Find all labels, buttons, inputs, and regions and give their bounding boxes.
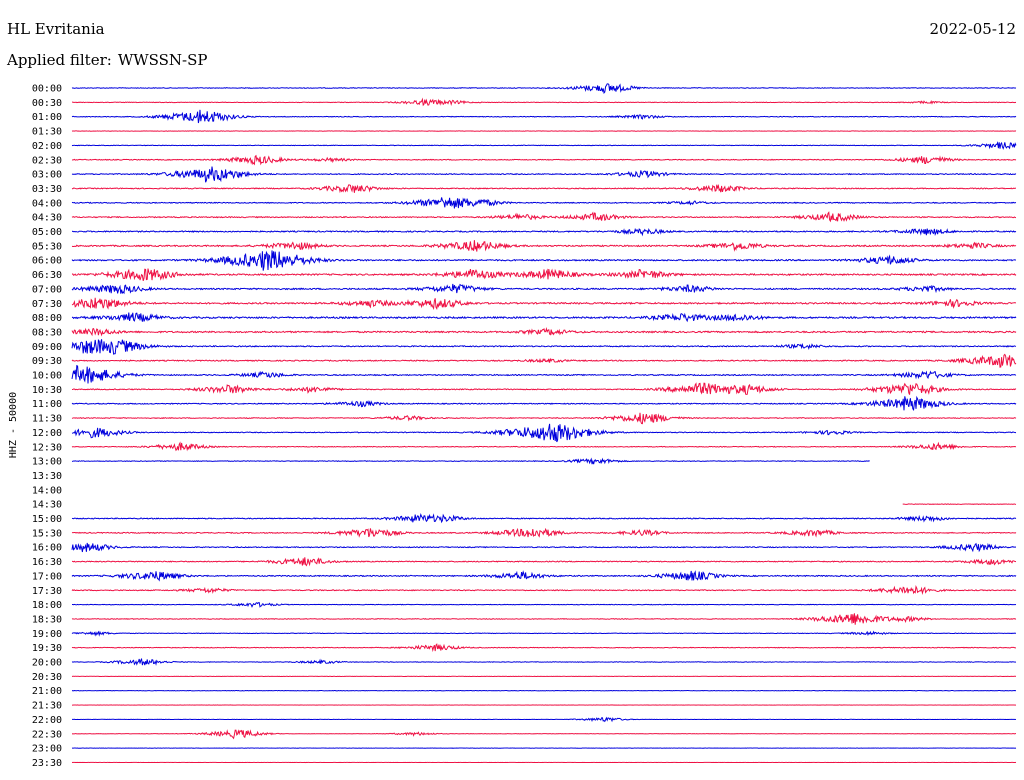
filter-label: Applied filter: (7, 51, 112, 69)
row-time-label: 13:30 (32, 471, 62, 482)
row-time-label: 18:30 (32, 614, 62, 625)
trace-line (71, 339, 1017, 355)
trace-line (71, 441, 1017, 452)
row-time-label: 17:00 (32, 571, 62, 582)
trace-line (71, 527, 1017, 538)
record-date: 2022-05-12 (929, 20, 1016, 38)
row-time-label: 19:00 (32, 629, 62, 640)
row-time-label: 06:00 (32, 256, 62, 267)
trace-line (71, 109, 1017, 124)
trace-line (71, 457, 870, 465)
trace-line (71, 557, 1017, 567)
trace-line (71, 382, 1017, 395)
trace-line (71, 657, 1017, 666)
trace-line (71, 83, 1017, 94)
trace-line (71, 326, 1017, 337)
row-time-label: 06:30 (32, 270, 62, 281)
row-time-label: 04:30 (32, 213, 62, 224)
filter-info: Applied filter: WWSSN-SP (7, 51, 208, 69)
row-time-label: 03:30 (32, 184, 62, 195)
filter-value: WWSSN-SP (117, 51, 208, 69)
row-time-label: 21:00 (32, 686, 62, 697)
trace-line (71, 643, 1017, 653)
trace-line (71, 542, 1017, 553)
row-time-label: 16:00 (32, 543, 62, 554)
row-time-label: 05:00 (32, 227, 62, 238)
row-time-label: 04:00 (32, 198, 62, 209)
trace-line (71, 395, 1017, 412)
trace-line (71, 729, 1017, 740)
trace-line (71, 250, 1017, 271)
row-time-label: 23:30 (32, 758, 62, 769)
station-name: HL Evritania (7, 20, 105, 38)
trace-line (71, 283, 1017, 295)
row-time-label: 09:00 (32, 342, 62, 353)
row-time-label: 12:00 (32, 428, 62, 439)
row-time-label: 20:30 (32, 672, 62, 683)
trace-line (71, 183, 1017, 194)
row-time-label: 22:30 (32, 729, 62, 740)
row-time-label: 11:30 (32, 414, 62, 425)
row-time-label: 03:00 (32, 170, 62, 181)
trace-line (71, 602, 1017, 608)
trace-line (71, 227, 1017, 237)
trace-line (71, 166, 1017, 183)
row-time-label: 08:00 (32, 313, 62, 324)
trace-line (71, 268, 1017, 282)
row-time-label: 07:00 (32, 284, 62, 295)
row-time-label: 01:00 (32, 112, 62, 123)
row-time-label: 16:30 (32, 557, 62, 568)
row-time-label: 20:00 (32, 658, 62, 669)
row-time-label: 13:00 (32, 457, 62, 468)
trace-line (71, 423, 1017, 443)
row-time-label: 07:30 (32, 299, 62, 310)
trace-line (71, 154, 1017, 166)
row-time-label: 11:00 (32, 399, 62, 410)
trace-line (902, 503, 1017, 505)
seismic-traces (71, 83, 1017, 764)
trace-line (71, 240, 1017, 252)
trace-line (71, 297, 1017, 311)
row-time-label: 08:30 (32, 327, 62, 338)
trace-line (71, 613, 1017, 625)
row-time-label: 10:00 (32, 371, 62, 382)
trace-line (71, 585, 1017, 595)
trace-line (71, 312, 1017, 323)
channel-label: HHZ - 50000 (8, 392, 19, 458)
trace-line (71, 353, 1017, 368)
trace-line (71, 570, 1017, 582)
row-time-label: 19:30 (32, 643, 62, 654)
row-time-label: 05:30 (32, 241, 62, 252)
row-time-label: 17:30 (32, 586, 62, 597)
row-time-label: 22:00 (32, 715, 62, 726)
row-time-label: 00:30 (32, 98, 62, 109)
row-time-label: 09:30 (32, 356, 62, 367)
channel-axis-label: HHZ - 50000 (8, 392, 19, 458)
row-time-label: 14:30 (32, 500, 62, 511)
row-time-label: 14:00 (32, 485, 62, 496)
row-time-label: 15:30 (32, 528, 62, 539)
row-time-label: 02:00 (32, 141, 62, 152)
row-time-label: 15:00 (32, 514, 62, 525)
time-labels: 00:00 00:30 01:00 01:30 02:00 02:30 03:00 03:30… (32, 84, 62, 769)
trace-line (71, 513, 1017, 524)
row-time-label: 18:00 (32, 600, 62, 611)
row-time-label: 21:30 (32, 701, 62, 712)
row-time-label: 02:30 (32, 155, 62, 166)
trace-line (71, 716, 1017, 723)
row-time-label: 00:00 (32, 84, 62, 95)
trace-line (71, 141, 1017, 150)
trace-line (71, 630, 1017, 637)
trace-line (71, 412, 1017, 425)
row-time-label: 01:30 (32, 127, 62, 138)
row-time-label: 23:00 (32, 744, 62, 755)
row-time-label: 12:30 (32, 442, 62, 453)
trace-line (71, 97, 1017, 107)
trace-line (71, 211, 1017, 223)
trace-line (71, 364, 1017, 384)
trace-line (71, 197, 1017, 209)
row-time-label: 10:30 (32, 385, 62, 396)
